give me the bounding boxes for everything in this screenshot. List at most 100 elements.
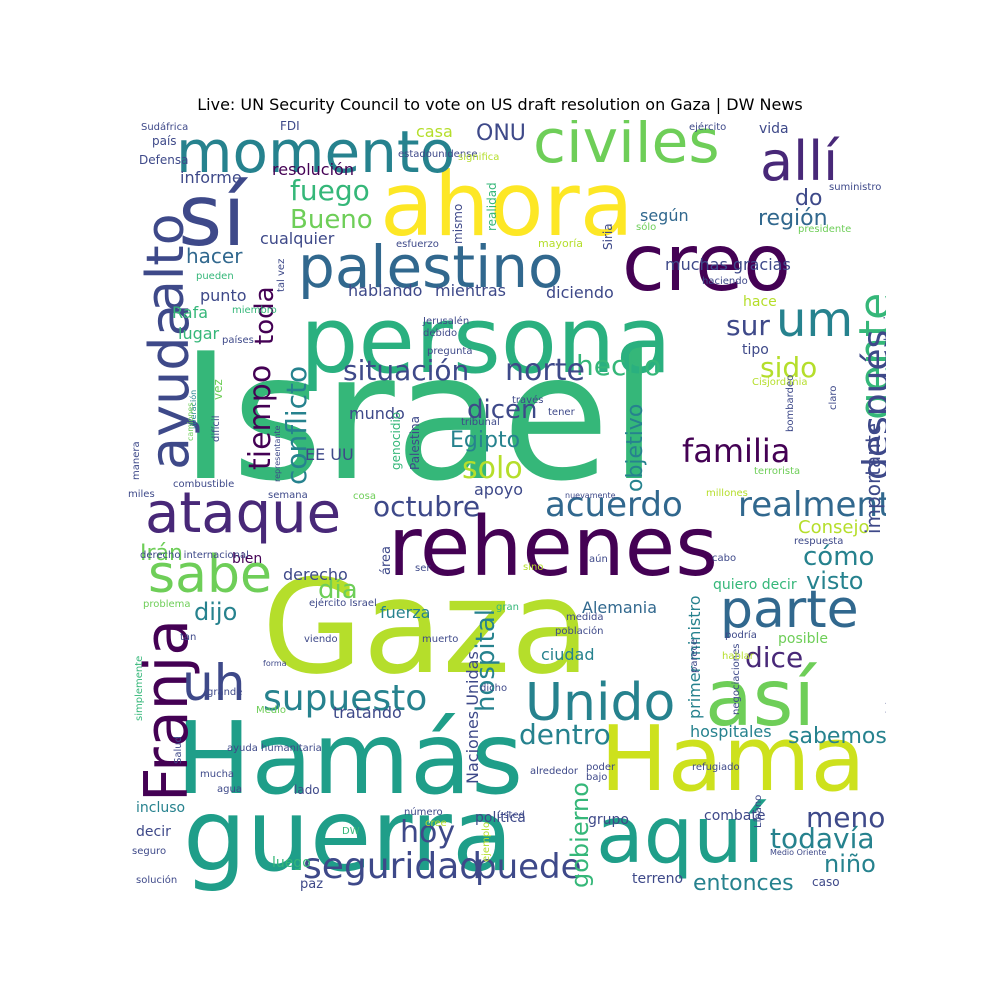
word-cloud-word: combustible — [173, 479, 234, 490]
word-cloud-word: seguro — [132, 846, 166, 857]
word-cloud-word: do — [795, 186, 822, 211]
word-cloud-word: genocidio — [389, 412, 403, 470]
word-cloud-word: cómo — [803, 542, 874, 572]
word-cloud-word: problema — [143, 599, 191, 610]
word-cloud-word: derecho internacional — [140, 550, 249, 561]
word-cloud-word: paz — [300, 877, 323, 892]
word-cloud-word: estadounidense — [398, 149, 478, 160]
word-cloud-word: suministro — [829, 182, 881, 193]
word-cloud-word: presidente — [798, 224, 851, 235]
word-cloud-word: vez — [211, 379, 225, 400]
word-cloud-word: conflicto — [280, 366, 313, 485]
word-cloud-word: octubre — [373, 490, 480, 523]
word-cloud-word: fuerza — [380, 603, 430, 622]
word-cloud-word: parece — [689, 639, 700, 673]
word-cloud-word: Gaza — [262, 551, 590, 703]
word-cloud-word: gente — [850, 293, 886, 420]
word-cloud-word: cosa — [353, 491, 376, 502]
word-cloud-word: niño — [824, 850, 876, 878]
word-cloud-word: Salud — [173, 736, 184, 764]
word-cloud-word: caso — [812, 875, 840, 889]
word-cloud-word: realidad — [485, 182, 499, 231]
word-cloud-word: informe — [180, 168, 242, 187]
word-cloud-word: bien — [232, 551, 262, 567]
word-cloud-word: Naciones Unidas — [463, 651, 482, 784]
word-cloud-word: Unido — [525, 673, 675, 733]
word-cloud-word: manera — [131, 441, 142, 480]
word-cloud-word: alto — [136, 213, 196, 312]
word-cloud-word: esfuerzo — [396, 239, 439, 250]
word-cloud-word: Irán — [140, 541, 183, 566]
word-cloud-word: entonces — [693, 871, 794, 896]
word-cloud-word: DW — [342, 826, 360, 837]
word-cloud-word: Hama — [600, 707, 866, 812]
word-cloud-word: miles — [128, 489, 155, 500]
word-cloud-word: semana — [268, 490, 308, 501]
word-cloud-word: sabemos — [788, 724, 886, 749]
word-cloud-word: ayuda — [138, 303, 201, 470]
word-cloud-word: Israel — [180, 317, 658, 520]
word-cloud-word: posible — [778, 631, 828, 647]
word-cloud-word: muerto — [422, 634, 458, 645]
word-cloud-word: miembro — [232, 305, 277, 316]
word-cloud-word: región — [758, 206, 828, 231]
word-cloud-word: parte — [720, 580, 859, 640]
word-cloud-word: debido — [423, 328, 457, 339]
word-cloud-word: familia — [682, 432, 790, 470]
word-cloud-word: Palestina — [408, 416, 422, 470]
word-cloud-word: significa — [458, 152, 499, 163]
word-cloud-word: grande — [207, 687, 242, 698]
word-cloud-word: lado — [294, 783, 320, 797]
word-cloud-word: respuesta — [794, 536, 843, 547]
word-cloud-word: cabo — [712, 553, 736, 564]
word-cloud-word: puede — [475, 847, 582, 887]
word-cloud-word: agua — [217, 784, 242, 795]
word-cloud-word: ahora — [380, 153, 634, 256]
word-cloud-word: situación — [343, 354, 469, 387]
word-cloud-word: diciendo — [546, 283, 614, 302]
word-cloud-word: ataque — [145, 481, 341, 546]
word-cloud-word: importante — [861, 423, 885, 534]
word-cloud-word: refugiado — [692, 762, 740, 773]
word-cloud-word: tener — [548, 407, 576, 418]
word-cloud-word: pueden — [196, 271, 234, 282]
word-cloud-word: después — [856, 330, 886, 480]
word-cloud-word: Hamás — [176, 700, 523, 817]
word-cloud-word: tipo — [742, 342, 769, 358]
word-cloud-word: vida — [759, 121, 789, 137]
word-cloud-word: tratando — [333, 703, 402, 722]
word-cloud-word: solo — [462, 451, 523, 486]
word-cloud-word: país — [152, 134, 177, 148]
word-cloud-word: allí — [760, 130, 840, 193]
word-cloud-word: hospital — [471, 609, 501, 712]
word-cloud-word: quiero decir — [713, 577, 797, 593]
word-cloud-word: forma — [263, 659, 287, 668]
word-cloud-word: palestino — [298, 233, 563, 301]
word-cloud-word: ser — [415, 563, 431, 574]
word-cloud-word: sólo — [636, 221, 656, 233]
word-cloud-word: resolución — [272, 160, 354, 179]
word-cloud-word: aún — [589, 553, 608, 565]
word-cloud-word: lugar — [178, 324, 220, 343]
word-cloud-word: así — [705, 654, 817, 744]
word-cloud-word: palabra — [885, 688, 886, 726]
word-cloud-word: través — [512, 394, 543, 406]
word-cloud-word: grupo — [588, 812, 629, 828]
word-cloud-word: tan — [180, 632, 196, 643]
word-cloud-word: civiles — [533, 120, 720, 177]
word-cloud-word: cree — [425, 818, 447, 829]
word-cloud-word: representante — [273, 425, 282, 482]
word-cloud-word: aquí — [596, 791, 767, 881]
word-cloud-word: luego — [272, 855, 311, 871]
word-cloud-word: camiones — [186, 403, 195, 441]
word-cloud-word: Defensa — [139, 153, 188, 167]
word-cloud-word: FDI — [280, 120, 300, 133]
word-cloud-word: ejército — [689, 121, 726, 133]
word-cloud-word: toda — [250, 286, 280, 345]
word-cloud-word: hace — [743, 294, 777, 310]
word-cloud-word: Rafa — [172, 303, 208, 322]
word-cloud-word: Franja — [132, 619, 202, 802]
word-cloud-word: momento — [176, 120, 455, 186]
word-cloud-word: derecho — [283, 565, 348, 584]
word-cloud-word: día — [318, 575, 358, 605]
